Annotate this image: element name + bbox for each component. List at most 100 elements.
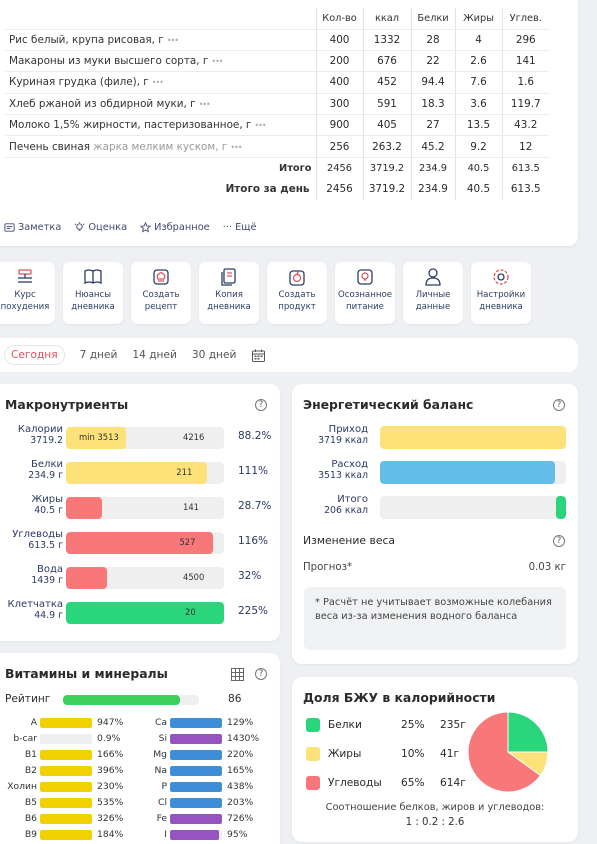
calendar-icon[interactable] (251, 348, 266, 363)
note-button[interactable]: Заметка (4, 222, 61, 233)
table-header-qty[interactable]: Кол-во (315, 8, 363, 30)
table-header-fat[interactable]: Жиры (454, 8, 502, 30)
table-header-kcal[interactable]: ккал (362, 8, 411, 30)
food-name: Макароны из муки высшего сорта, г (9, 55, 209, 68)
diary-nuances-label: Нюансы дневника (71, 290, 115, 312)
weight-loss-course-button[interactable]: Курс похудения (0, 262, 55, 324)
nutrient-row[interactable]: B9 184% (0, 829, 140, 841)
nutrient-row[interactable]: Na 165% (130, 765, 270, 777)
nutrient-row[interactable]: A 947% (0, 717, 140, 729)
food-name-cell[interactable]: Куриная грудка (филе), г ••• (5, 71, 316, 94)
macro-norm-label: 20 (185, 607, 196, 617)
food-qty-cell[interactable]: 300 (315, 93, 363, 116)
nutrient-percent: 396% (97, 765, 124, 776)
rating-button[interactable]: Оценка (74, 222, 127, 233)
create-product-button[interactable]: Создать продукт (267, 262, 327, 324)
nutrient-row[interactable]: Mg 220% (130, 749, 270, 761)
nutrient-row[interactable]: b-car 0.9% (0, 733, 140, 745)
weight-change-help-icon[interactable]: ? (553, 535, 565, 547)
copy-diary-button[interactable]: Копия дневника (199, 262, 259, 324)
table-view-icon[interactable] (231, 668, 244, 681)
food-protein-cell: 28 (410, 29, 455, 51)
energy-label: Расход 3513 ккал (318, 459, 368, 481)
personal-data-button[interactable]: Личные данные (403, 262, 463, 324)
food-options-icon[interactable]: ••• (166, 35, 179, 45)
more-label: Ещё (235, 222, 257, 233)
nutrient-percent: 95% (227, 829, 248, 840)
diary-settings-button[interactable]: Настройки дневника (471, 262, 531, 324)
table-header-carbs[interactable]: Углев. (501, 8, 549, 30)
pie-slice-carbs[interactable] (467, 711, 542, 793)
pie-slice-protein[interactable] (507, 711, 549, 753)
nutrient-row[interactable]: B2 396% (0, 765, 140, 777)
macro-row: Углеводы 613.5 г 527 116% (0, 529, 280, 557)
food-name-cell[interactable]: Печень свиная жарка мелким куском, г ••• (5, 135, 316, 158)
nutrient-row[interactable]: Fe 726% (130, 813, 270, 825)
nutrient-row[interactable]: B5 535% (0, 797, 140, 809)
food-fat-cell: 3.6 (454, 93, 502, 116)
copy-diary-label: Копия дневника (207, 290, 251, 312)
nutrient-bar (40, 782, 92, 792)
table-row[interactable]: Молоко 1,5% жирности, пастеризованное, г… (5, 114, 549, 137)
more-dots-icon: ··· (222, 222, 233, 233)
mindful-eating-button[interactable]: Осознанное питание (335, 262, 395, 324)
food-qty-cell[interactable]: 256 (315, 135, 363, 158)
food-options-icon[interactable]: ••• (151, 78, 164, 88)
nutrient-percent: 230% (97, 781, 124, 792)
pfc-share-card: Доля БЖУ в калорийности Белки 25% 235г Жиры… (292, 677, 578, 842)
food-options-icon[interactable]: ••• (254, 121, 266, 131)
nutrient-row[interactable]: Cl 203% (130, 797, 270, 809)
food-kcal-cell: 591 (362, 93, 411, 116)
nutrient-row[interactable]: P 438% (130, 781, 270, 793)
macronutrients-help-icon[interactable]: ? (255, 399, 267, 411)
diary-nuances-button[interactable]: Нюансы дневника (63, 262, 123, 324)
nutrient-bar (40, 734, 92, 744)
food-qty-cell[interactable]: 900 (315, 114, 363, 137)
energy-bar (380, 461, 566, 484)
food-name-cell[interactable]: Хлеб ржаной из обдирной муки, г ••• (5, 93, 316, 116)
macro-label: Клетчатка 44.9 г (8, 599, 64, 621)
macro-value: 44.9 г (34, 610, 63, 621)
nutrient-name: Ca (154, 717, 167, 728)
food-qty-cell[interactable]: 400 (315, 29, 363, 51)
total-fat: 40.5 (454, 157, 502, 179)
energy-balance-help-icon[interactable]: ? (553, 399, 565, 411)
period-14-days-tab[interactable]: 14 дней (132, 349, 177, 361)
food-name-cell[interactable]: Рис белый, крупа рисовая, г ••• (5, 29, 316, 51)
period-today-tab[interactable]: Сегодня (4, 345, 65, 365)
create-recipe-button[interactable]: Создать рецепт (131, 262, 191, 324)
period-7-days-tab[interactable]: 7 дней (79, 349, 118, 361)
nutrient-row[interactable]: Холин 230% (0, 781, 140, 793)
total-day-row: Итого за день 2456 3719.2 234.9 40.5 613.5 (5, 178, 549, 201)
nutrient-bar-fill (170, 766, 222, 776)
macro-row: Калории 3719.2 min 3513 4216 88.2% (0, 424, 280, 452)
nutrient-row[interactable]: Ca 129% (130, 717, 270, 729)
food-name-cell[interactable]: Молоко 1,5% жирности, пастеризованное, г… (5, 114, 316, 137)
table-row[interactable]: Печень свиная жарка мелким куском, г ••• 2… (5, 135, 549, 158)
period-30-days-tab[interactable]: 30 дней (191, 349, 237, 361)
food-qty-cell[interactable]: 200 (315, 50, 363, 73)
table-row[interactable]: Хлеб ржаной из обдирной муки, г ••• 300 591… (5, 93, 549, 116)
vitamins-help-icon[interactable]: ? (255, 668, 267, 680)
food-options-icon[interactable]: ••• (211, 57, 223, 67)
favorite-button[interactable]: Избранное (140, 222, 210, 233)
macro-percent: 116% (238, 535, 269, 547)
nutrient-row[interactable]: I 95% (130, 829, 270, 841)
food-table-card: Кол-во ккал Белки Жиры Углев. Рис белый,… (0, 0, 578, 246)
nutrient-row[interactable]: B1 166% (0, 749, 140, 761)
nutrient-bar-fill (40, 814, 92, 824)
more-button[interactable]: ··· Ещё (223, 222, 257, 233)
food-options-icon[interactable]: ••• (230, 142, 242, 152)
table-header-protein[interactable]: Белки (410, 8, 455, 30)
nutrient-name: B9 (24, 829, 37, 840)
macro-name: Калории (17, 424, 63, 435)
table-row[interactable]: Куриная грудка (филе), г ••• 400 452 94.4 7.6… (5, 71, 549, 94)
nutrient-row[interactable]: B6 326% (0, 813, 140, 825)
nutrient-row[interactable]: Si 1430% (130, 733, 270, 745)
food-name-cell[interactable]: Макароны из муки высшего сорта, г ••• (5, 50, 316, 73)
rating-label: Оценка (88, 222, 128, 233)
table-row[interactable]: Рис белый, крупа рисовая, г ••• 400 1332 28 4… (5, 29, 549, 51)
food-options-icon[interactable]: ••• (198, 99, 211, 109)
table-row[interactable]: Макароны из муки высшего сорта, г ••• 200 6… (5, 50, 549, 73)
food-qty-cell[interactable]: 400 (315, 71, 363, 94)
